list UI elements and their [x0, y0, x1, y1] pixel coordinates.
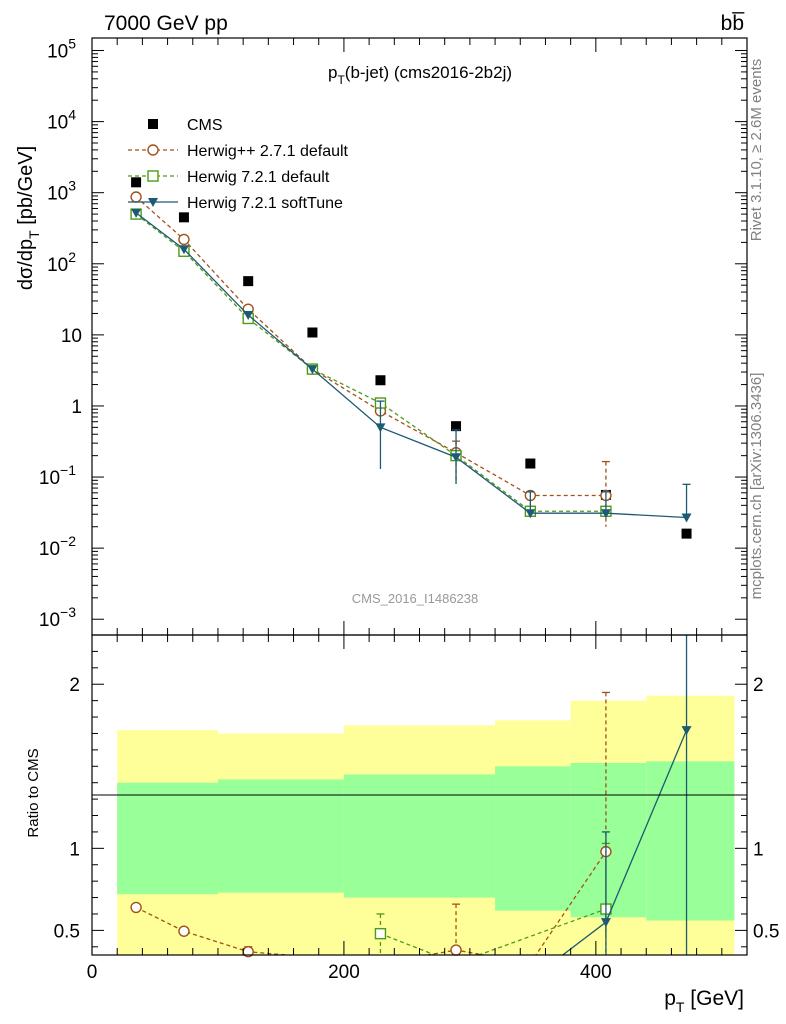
ratio-point [130, 901, 142, 914]
ratio-y-tick-label-right: 2 [753, 675, 764, 696]
y-tick-label: 102 [47, 249, 76, 276]
y-tick-label: 105 [47, 36, 76, 63]
x-tick-label: 0 [87, 962, 98, 983]
legend-marker [147, 144, 159, 156]
legend-entry-3: Herwig 7.2.1 softTune [128, 195, 343, 212]
data-point [525, 509, 536, 519]
data-point [375, 375, 386, 386]
y-tick-label: 10−2 [39, 533, 76, 560]
mcplots-label: mcplots.cern.ch [arXiv:1306.3436] [748, 373, 765, 600]
legend-marker [147, 170, 159, 182]
legend-entry-0: CMS [148, 117, 223, 134]
rivet-version-label: Rivet 3.1.10, ≥ 2.6M events [748, 59, 765, 242]
analysis-watermark: CMS_2016_I1486238 [352, 591, 479, 606]
ratio-band-green [570, 763, 647, 918]
legend-marker [148, 198, 158, 207]
ratio-y-tick-label: 2 [69, 675, 80, 696]
legend-marker [148, 119, 158, 129]
main-series-0 [131, 177, 692, 539]
main-series-1 [130, 191, 612, 527]
data-point [307, 365, 318, 375]
ratio-band-green [217, 779, 344, 893]
data-point [243, 276, 254, 287]
ratio-y-tick-label-right: 1 [753, 839, 764, 860]
data-point [178, 233, 190, 246]
axes-ticks: 10−3 10−2 10−1 1 10 102 103 104 105 0 200 400 0.5 0.5… [39, 36, 780, 983]
ratio-y-tick-label: 0.5 [54, 921, 80, 942]
ratio-band-green [343, 774, 496, 898]
main-panel-series [130, 177, 692, 539]
legend: CMS Herwig++ 2.7.1 default Herwig 7.2.1 de… [128, 117, 349, 212]
legend-entry-2: Herwig 7.2.1 default [128, 169, 330, 186]
ratio-point [450, 944, 462, 956]
data-point [600, 509, 611, 519]
legend-label: CMS [187, 117, 223, 134]
legend-entry-1: Herwig++ 2.7.1 default [128, 143, 349, 160]
header-left: 7000 GeV pp [104, 12, 228, 35]
ratio-band-green [646, 761, 735, 921]
data-point [178, 245, 189, 255]
data-point [131, 177, 142, 188]
ratio-uncertainty-bands [117, 695, 735, 955]
main-series-2 [130, 208, 612, 517]
y-tick-label: 10−3 [39, 604, 76, 631]
ratio-band-green [117, 782, 218, 895]
data-point [681, 528, 692, 539]
data-point [131, 208, 142, 218]
plot-title: pT(b-jet) (cms2016-2b2j) [328, 63, 512, 87]
ratio-point [374, 927, 387, 940]
x-axis-label: pT [GeV] [664, 987, 744, 1015]
series-line [135, 196, 606, 497]
y-tick-label: 10−1 [39, 462, 76, 489]
data-point [681, 513, 692, 523]
y-tick-label: 10 [61, 326, 82, 347]
legend-label: Herwig 7.2.1 softTune [187, 195, 343, 212]
ratio-point [178, 925, 190, 937]
x-tick-label: 400 [580, 962, 612, 983]
main-series-3 [131, 208, 692, 523]
data-point [375, 423, 386, 433]
header-right: bb̅ [721, 12, 746, 35]
ratio-band-green [495, 766, 571, 911]
main-y-axis-label: dσ/dpT [pb/GeV] [15, 146, 42, 290]
data-point [130, 191, 142, 203]
y-tick-label: 103 [47, 178, 76, 205]
series-line [135, 213, 606, 512]
ratio-y-tick-label: 1 [69, 839, 80, 860]
data-point [178, 212, 189, 223]
ratio-y-tick-label-right: 0.5 [753, 921, 779, 942]
legend-label: Herwig++ 2.7.1 default [187, 143, 349, 160]
ratio-point [681, 726, 692, 736]
y-tick-label: 104 [47, 107, 76, 134]
ratio-point [600, 918, 611, 928]
data-point [451, 453, 462, 463]
data-point [525, 458, 536, 469]
series-line [135, 212, 687, 519]
x-tick-label: 200 [328, 962, 360, 983]
y-tick-label: 1 [71, 397, 82, 418]
data-point [243, 311, 254, 321]
data-point [307, 327, 318, 338]
legend-label: Herwig 7.2.1 default [187, 169, 330, 186]
data-point [451, 421, 462, 432]
ratio-y-axis-label: Ratio to CMS [25, 748, 42, 837]
